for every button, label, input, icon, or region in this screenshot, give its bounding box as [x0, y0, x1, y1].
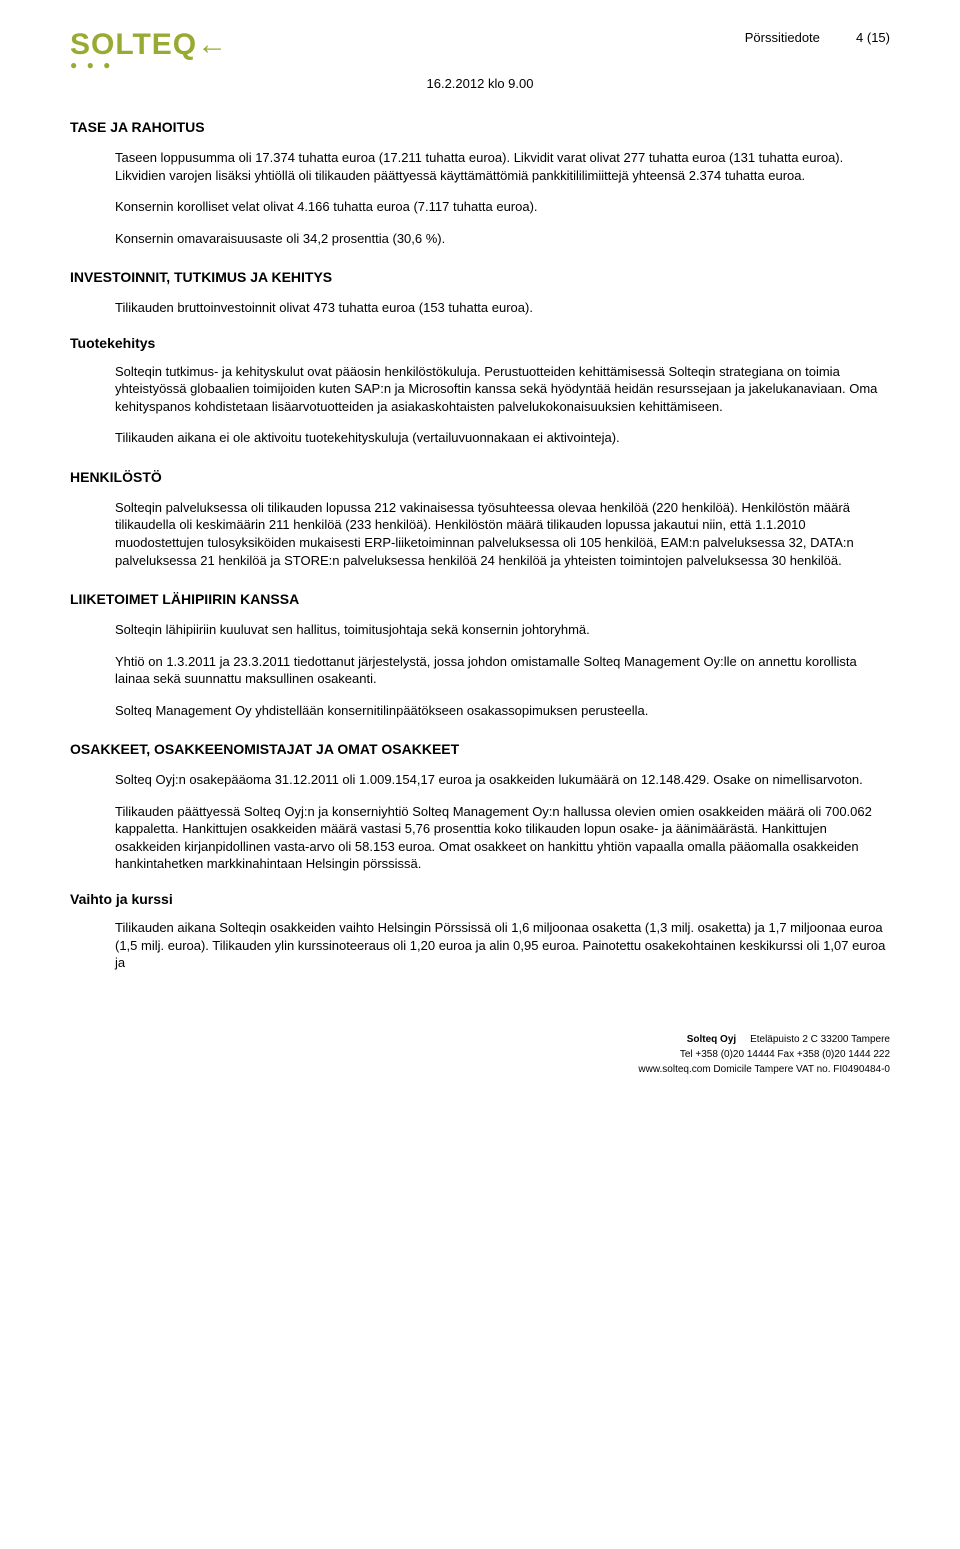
heading-tuotekehitys: Tuotekehitys [70, 335, 890, 351]
heading-tase: TASE JA RAHOITUS [70, 119, 890, 135]
vaihto-p1: Tilikauden aikana Solteqin osakkeiden va… [115, 919, 890, 972]
tase-p3: Konsernin omavaraisuusaste oli 34,2 pros… [115, 230, 890, 248]
liiketoimet-p3: Solteq Management Oy yhdistellään konser… [115, 702, 890, 720]
heading-henkilosto: HENKILÖSTÖ [70, 469, 890, 485]
heading-osakkeet: OSAKKEET, OSAKKEENOMISTAJAT JA OMAT OSAK… [70, 741, 890, 757]
investoinnit-p1: Tilikauden bruttoinvestoinnit olivat 473… [115, 299, 890, 317]
logo-block: SOLTEQ← ● ● ● [70, 30, 228, 72]
header-meta: Pörssitiedote 4 (15) [745, 30, 890, 45]
header-row: SOLTEQ← ● ● ● Pörssitiedote 4 (15) [70, 30, 890, 72]
tase-p1: Taseen loppusumma oli 17.374 tuhatta eur… [115, 149, 890, 184]
footer-address: Eteläpuisto 2 C 33200 Tampere [750, 1034, 890, 1045]
tuotekehitys-p1: Solteqin tutkimus- ja kehityskulut ovat … [115, 363, 890, 416]
osakkeet-p1: Solteq Oyj:n osakepääoma 31.12.2011 oli … [115, 771, 890, 789]
footer-line2: Tel +358 (0)20 14444 Fax +358 (0)20 1444… [70, 1047, 890, 1062]
henkilosto-p1: Solteqin palveluksessa oli tilikauden lo… [115, 499, 890, 569]
logo-arrow-icon: ← [197, 28, 228, 61]
footer-line3: www.solteq.com Domicile Tampere VAT no. … [70, 1062, 890, 1077]
document-page: SOLTEQ← ● ● ● Pörssitiedote 4 (15) 16.2.… [0, 0, 960, 1097]
logo-text: SOLTEQ [70, 28, 197, 61]
company-logo: SOLTEQ← [70, 30, 228, 60]
tase-p2: Konsernin korolliset velat olivat 4.166 … [115, 198, 890, 216]
page-footer: Solteq Oyj Eteläpuisto 2 C 33200 Tampere… [70, 1032, 890, 1077]
header-datetime: 16.2.2012 klo 9.00 [70, 76, 890, 91]
doc-type: Pörssitiedote [745, 30, 820, 45]
tuotekehitys-p2: Tilikauden aikana ei ole aktivoitu tuote… [115, 429, 890, 447]
footer-company: Solteq Oyj [687, 1034, 736, 1045]
liiketoimet-p2: Yhtiö on 1.3.2011 ja 23.3.2011 tiedottan… [115, 653, 890, 688]
heading-vaihto: Vaihto ja kurssi [70, 891, 890, 907]
heading-investoinnit: INVESTOINNIT, TUTKIMUS JA KEHITYS [70, 269, 890, 285]
footer-line1: Solteq Oyj Eteläpuisto 2 C 33200 Tampere [70, 1032, 890, 1047]
liiketoimet-p1: Solteqin lähipiiriin kuuluvat sen hallit… [115, 621, 890, 639]
page-number: 4 (15) [856, 30, 890, 45]
heading-liiketoimet: LIIKETOIMET LÄHIPIIRIN KANSSA [70, 591, 890, 607]
osakkeet-p2: Tilikauden päättyessä Solteq Oyj:n ja ko… [115, 803, 890, 873]
